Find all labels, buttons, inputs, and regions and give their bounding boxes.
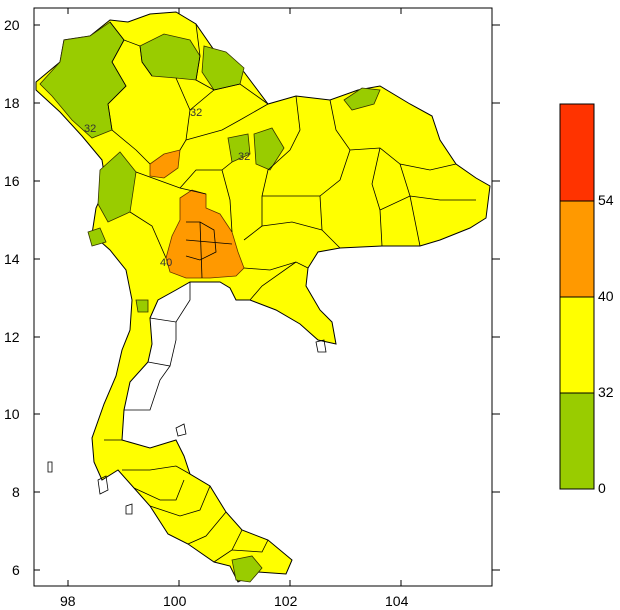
contour-label: 32 bbox=[238, 151, 250, 163]
y-tick-label: 20 bbox=[4, 17, 20, 33]
border-line bbox=[122, 465, 191, 475]
border-line bbox=[185, 221, 217, 261]
central-green-zone-2 bbox=[253, 127, 285, 171]
y-tick-label: 16 bbox=[4, 173, 20, 189]
border-line bbox=[379, 195, 476, 211]
y-tick-label: 14 bbox=[4, 251, 20, 267]
thailand-shape bbox=[35, 11, 491, 583]
legend-swatch-top bbox=[559, 103, 595, 202]
province-borders bbox=[104, 21, 476, 563]
high-value-zones bbox=[149, 149, 245, 279]
y-tick-label: 12 bbox=[4, 329, 20, 345]
axis-ticks bbox=[34, 8, 500, 586]
border-line bbox=[129, 211, 167, 259]
x-tick-label: 100 bbox=[163, 593, 187, 609]
border-line bbox=[187, 511, 227, 545]
island bbox=[97, 475, 109, 495]
contour-label: 32 bbox=[84, 123, 96, 135]
legend-label: 40 bbox=[598, 288, 614, 304]
legend-swatch-high bbox=[559, 200, 595, 298]
contour-label: 32 bbox=[190, 107, 202, 119]
island bbox=[47, 461, 53, 473]
contour-labels: 32 32 32 40 bbox=[84, 107, 250, 269]
contour-label: 40 bbox=[160, 257, 172, 269]
border-line bbox=[149, 485, 211, 517]
border-line bbox=[199, 221, 203, 279]
north-orange-zone bbox=[149, 149, 181, 179]
border-line bbox=[195, 23, 215, 91]
south-west-small-green bbox=[135, 299, 149, 313]
legend-swatch-low bbox=[559, 392, 595, 490]
border-line bbox=[179, 161, 233, 189]
x-tick-label: 102 bbox=[274, 593, 298, 609]
legend-label: 0 bbox=[598, 480, 606, 496]
border-line bbox=[371, 147, 383, 247]
border-line bbox=[149, 282, 191, 323]
y-tick-label: 10 bbox=[4, 406, 20, 422]
legend-label: 54 bbox=[598, 192, 614, 208]
legend-colorbar: 54 40 32 0 bbox=[559, 103, 614, 496]
central-green-zone bbox=[227, 133, 251, 163]
x-tick-label: 104 bbox=[385, 593, 409, 609]
country-landmass bbox=[35, 11, 491, 583]
border-line bbox=[124, 365, 171, 411]
border-line bbox=[133, 479, 185, 501]
border-line bbox=[231, 539, 269, 553]
islands bbox=[47, 339, 327, 515]
y-tick-label: 18 bbox=[4, 95, 20, 111]
border-line bbox=[185, 103, 269, 141]
south-green-zone bbox=[231, 555, 263, 583]
border-line bbox=[261, 221, 323, 231]
border-line bbox=[147, 322, 177, 367]
island bbox=[125, 503, 133, 515]
central-orange-zone bbox=[165, 189, 245, 279]
island bbox=[315, 339, 327, 353]
border-line bbox=[107, 39, 151, 165]
border-line bbox=[185, 239, 233, 245]
legend-label: 32 bbox=[598, 384, 614, 400]
y-tick-label: 8 bbox=[12, 484, 20, 500]
border-line bbox=[221, 169, 233, 233]
legend-swatch-mid bbox=[559, 296, 595, 394]
border-line bbox=[175, 77, 269, 111]
north-east-green-zone bbox=[343, 87, 381, 111]
x-tick-label: 98 bbox=[60, 593, 76, 609]
y-tick-label: 6 bbox=[12, 562, 20, 578]
island bbox=[175, 423, 187, 437]
border-line bbox=[243, 261, 309, 271]
low-value-zones bbox=[39, 21, 381, 583]
west-small-green-zone bbox=[87, 227, 107, 247]
border-line bbox=[109, 21, 153, 77]
border-line bbox=[249, 261, 297, 301]
